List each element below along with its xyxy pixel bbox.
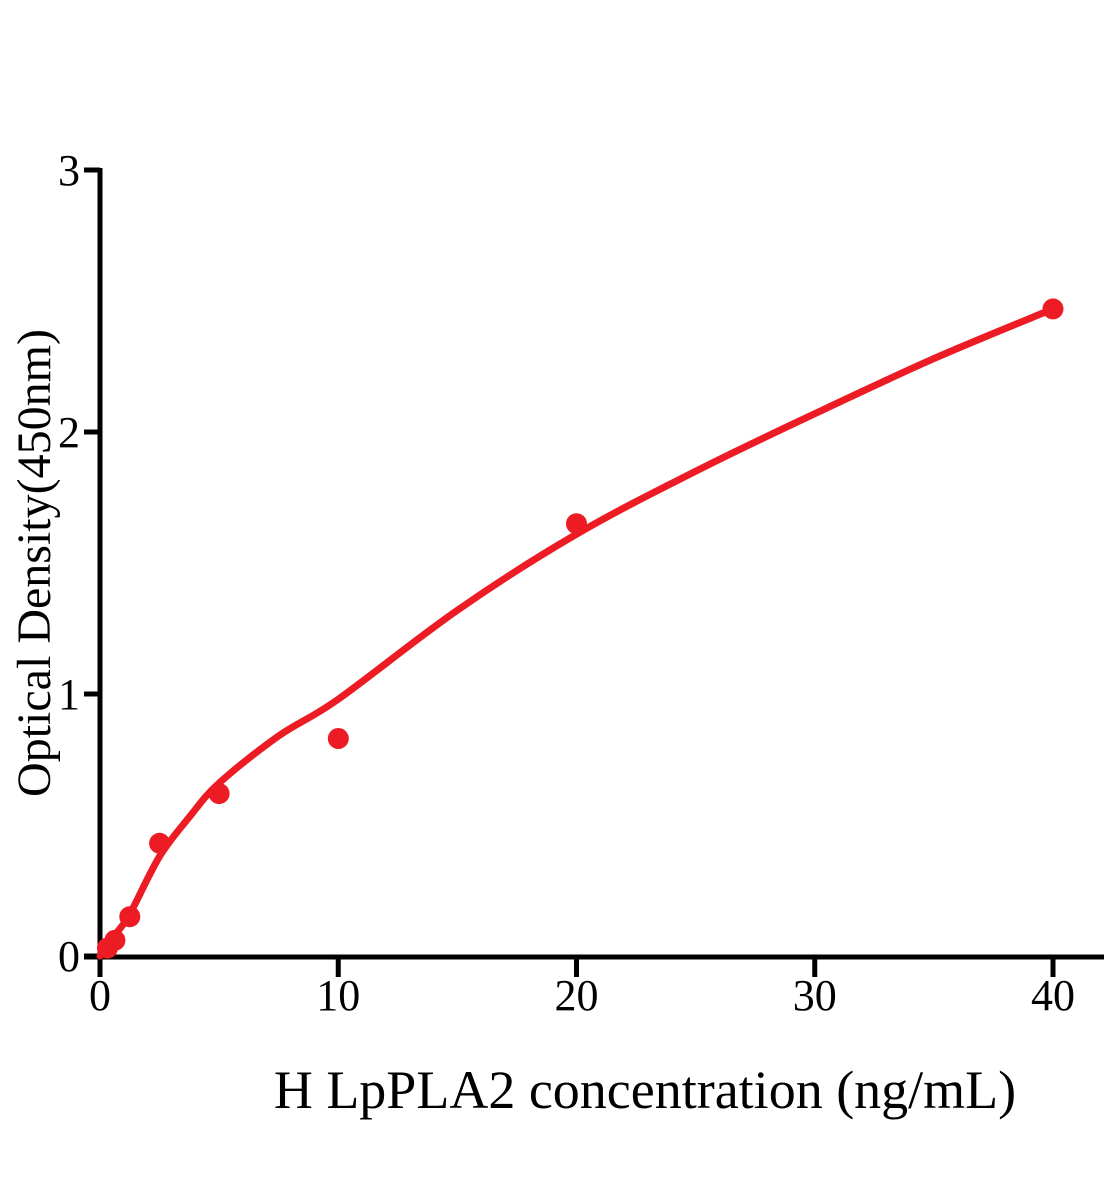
data-point xyxy=(119,906,141,928)
data-point xyxy=(327,728,349,749)
data-point xyxy=(566,513,587,535)
fit-curve xyxy=(96,305,1057,960)
x-axis-title: H LpPLA2 concentration (ng/mL) xyxy=(274,1060,1016,1120)
x-tick-label: 30 xyxy=(793,971,837,1020)
x-tick-label: 20 xyxy=(555,971,599,1020)
x-tick-label: 40 xyxy=(1031,971,1075,1020)
y-tick-label: 3 xyxy=(58,146,80,195)
x-tick-label: 0 xyxy=(89,971,111,1020)
data-point xyxy=(208,783,230,805)
data-point xyxy=(1042,298,1064,320)
data-point xyxy=(104,929,126,951)
y-axis-title: Optical Density(450nm) xyxy=(8,329,61,797)
x-tick-label: 10 xyxy=(316,971,360,1020)
y-tick-label: 0 xyxy=(58,932,80,981)
y-tick-label: 1 xyxy=(58,670,80,719)
y-tick-label: 2 xyxy=(58,408,80,457)
plot-area: 0 10 20 30 40 0 1 2 3 xyxy=(58,146,1104,1020)
data-point xyxy=(149,832,171,854)
